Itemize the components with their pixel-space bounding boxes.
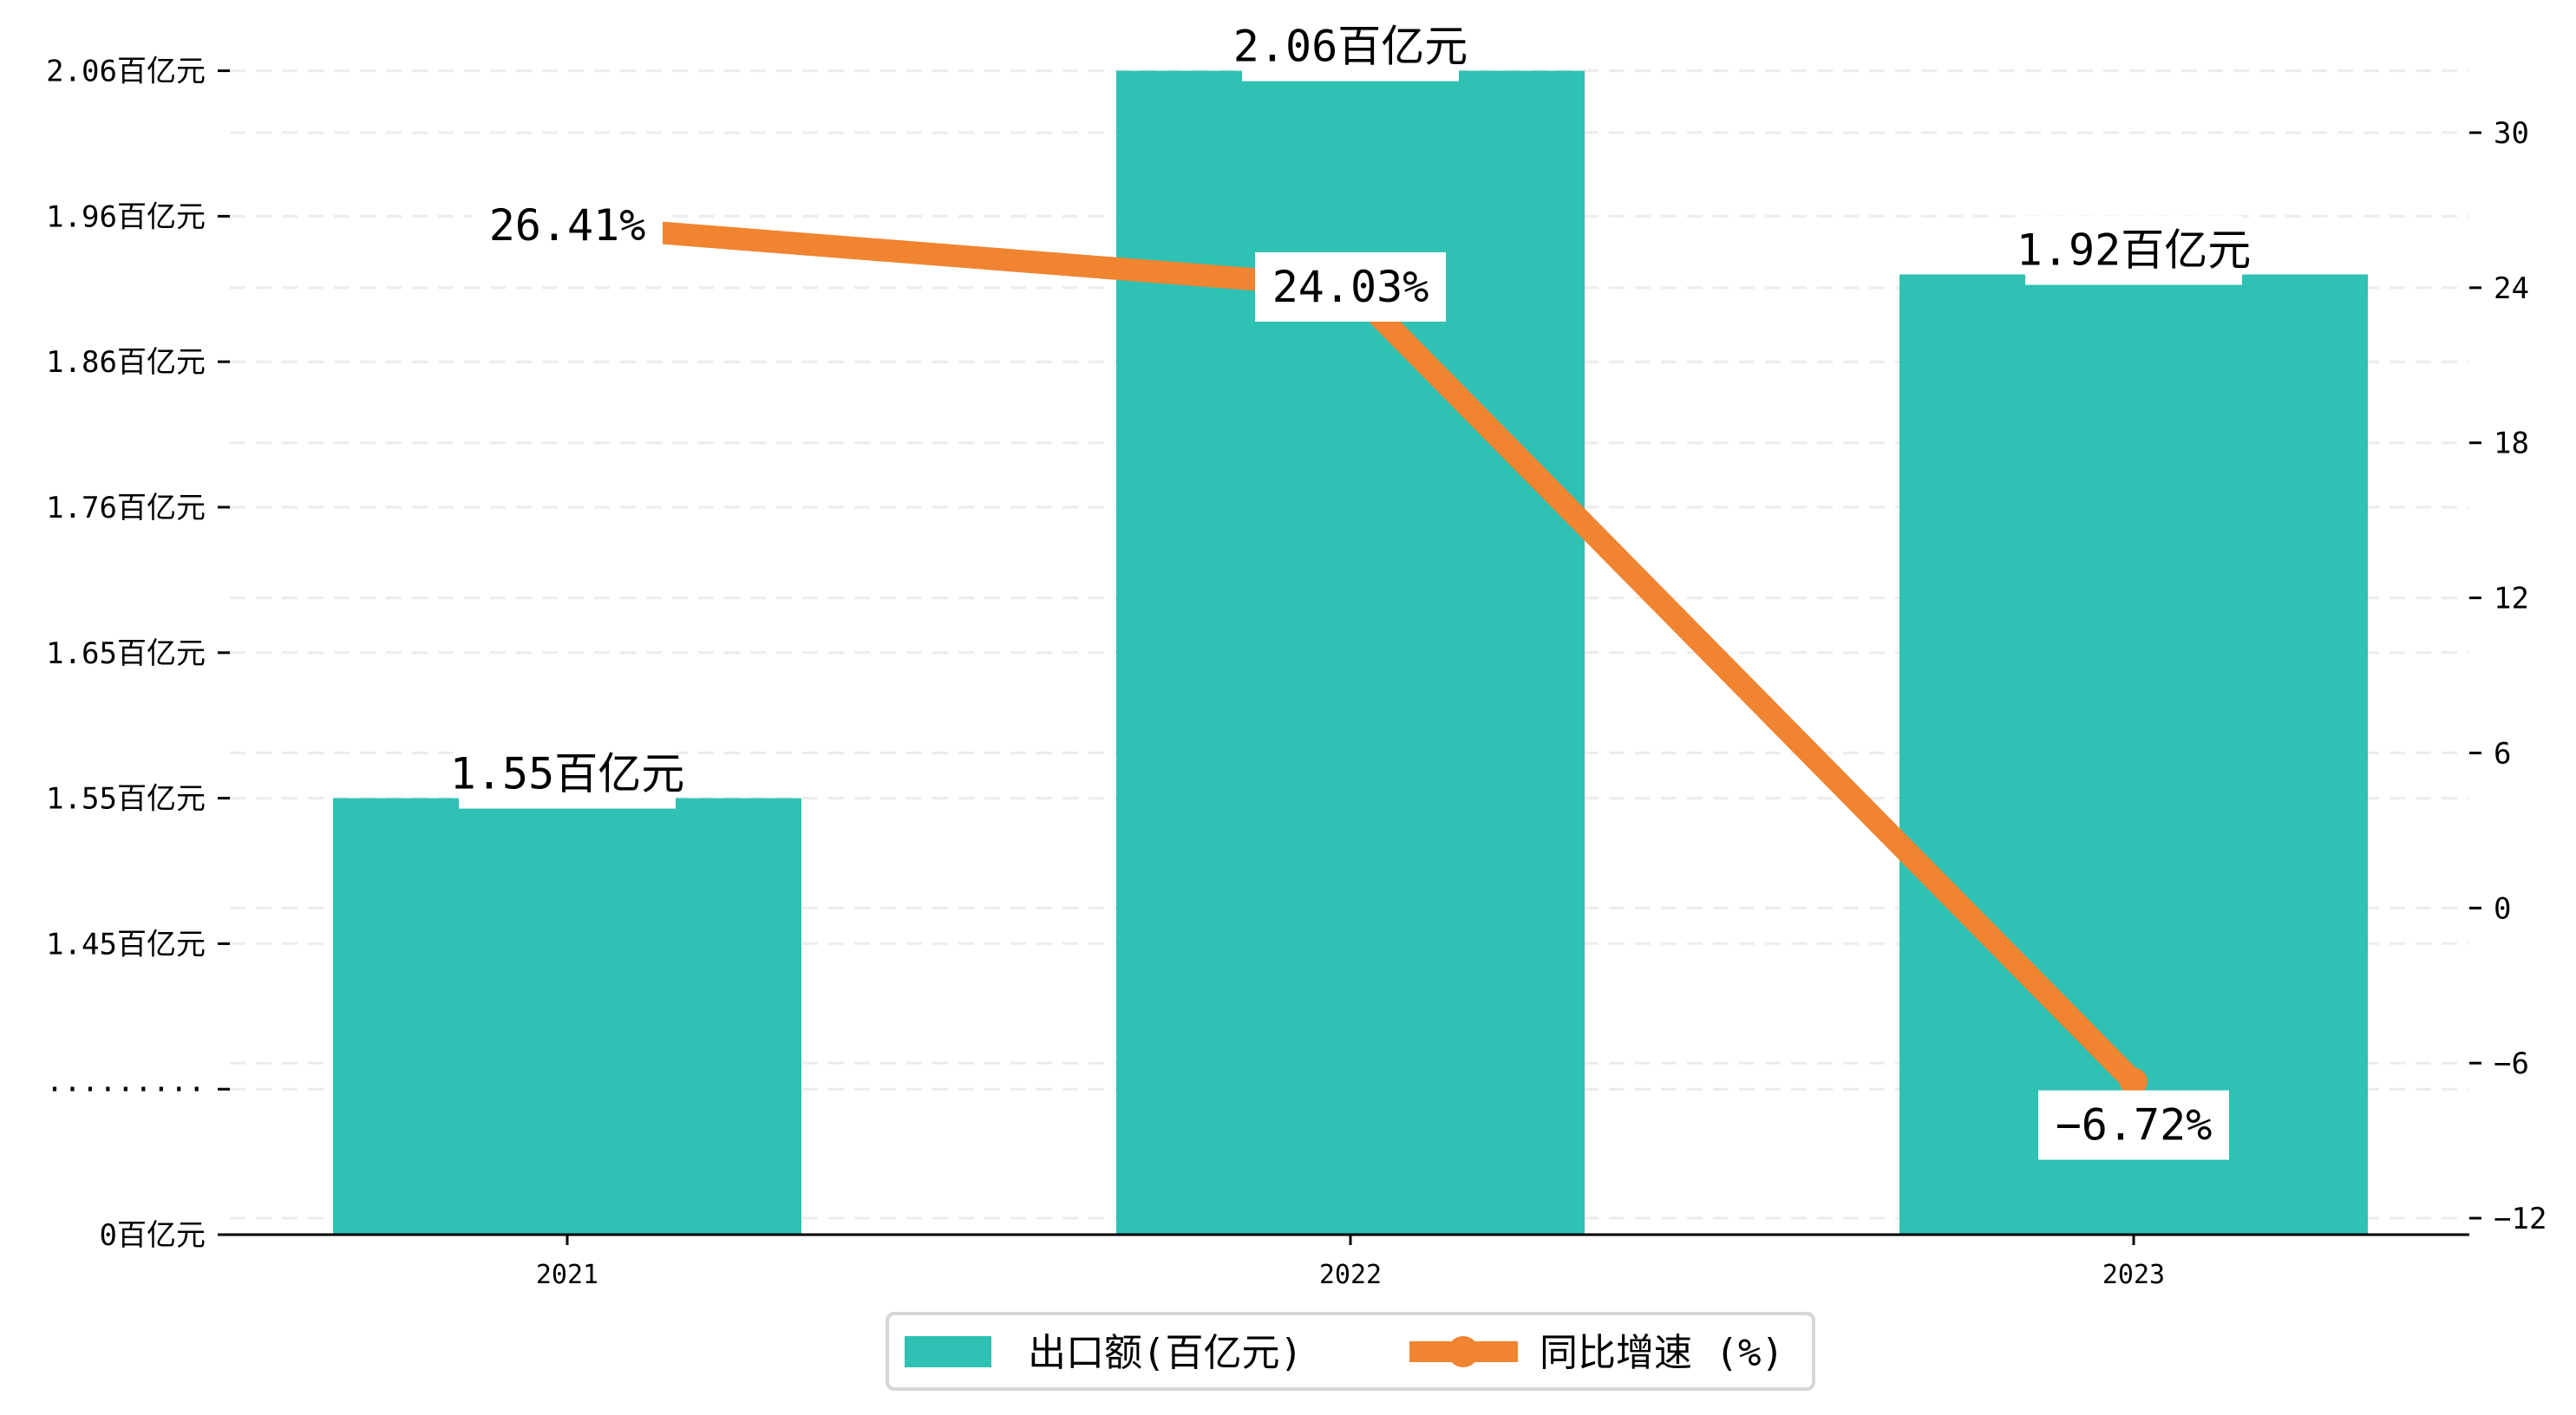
bar-value-label-box	[2025, 215, 2242, 285]
left-tick-label: 1.96百亿元	[46, 199, 206, 234]
growth-value-label: −6.72%	[2056, 1100, 2213, 1151]
data-labels: 1.55百亿元 2.06百亿元 1.92百亿元 26.41% 24.03% −6.72%	[450, 11, 2251, 1160]
right-tick-label: 18	[2494, 427, 2529, 461]
bar-value-label: 1.55百亿元	[450, 749, 684, 799]
bar-2022	[1116, 70, 1585, 1236]
right-tick-label: 24	[2494, 271, 2529, 306]
growth-value-label-box	[472, 191, 663, 261]
bar-value-label-box	[459, 739, 676, 809]
right-tick-label: 6	[2494, 736, 2511, 771]
growth-value-label: 26.41%	[489, 200, 646, 251]
bar-value-label: 1.92百亿元	[2017, 225, 2251, 276]
legend: 出口额(百亿元) 同比增速 (%)	[886, 1312, 1815, 1391]
growth-point-2023	[2120, 1067, 2148, 1096]
bar-2021	[333, 798, 801, 1235]
growth-value-label: 24.03%	[1272, 262, 1429, 312]
bar-value-label-box	[1242, 11, 1459, 82]
right-tick-label: 0	[2494, 891, 2511, 926]
legend-line-marker	[1448, 1336, 1479, 1367]
right-tick-label: 30	[2494, 116, 2529, 151]
right-tick-label: −12	[2494, 1202, 2547, 1236]
growth-value-label-box	[1255, 251, 1446, 322]
left-tick-label: 1.76百亿元	[46, 491, 206, 525]
legend-bar-swatch	[905, 1336, 991, 1367]
left-tick-label: 1.86百亿元	[46, 345, 206, 380]
legend-bar-label: 出口额(百亿元)	[1028, 1331, 1303, 1375]
growth-value-label-box	[2038, 1090, 2229, 1160]
left-tick-label: 0百亿元	[100, 1218, 206, 1253]
left-tick-label: 2.06百亿元	[46, 55, 206, 89]
axes: 0百亿元 ········· 1.45百亿元 1.55百亿元 1.65百亿元 1.76百亿…	[46, 55, 2547, 1290]
left-tick-label: 1.65百亿元	[46, 636, 206, 671]
legend-box	[886, 1312, 1815, 1391]
left-tick-label: 1.55百亿元	[46, 782, 206, 817]
right-tick-label: −6	[2494, 1047, 2529, 1081]
left-tick-label: ·········	[46, 1073, 206, 1107]
right-tick-label: 12	[2494, 582, 2529, 616]
x-tick-label: 2023	[2102, 1260, 2165, 1290]
legend-line-label: 同比增速 (%)	[1540, 1331, 1784, 1375]
x-tick-label: 2021	[536, 1260, 598, 1290]
x-tick-label: 2022	[1319, 1260, 1382, 1290]
bar-value-label: 2.06百亿元	[1233, 22, 1468, 72]
left-tick-label: 1.45百亿元	[46, 927, 206, 962]
